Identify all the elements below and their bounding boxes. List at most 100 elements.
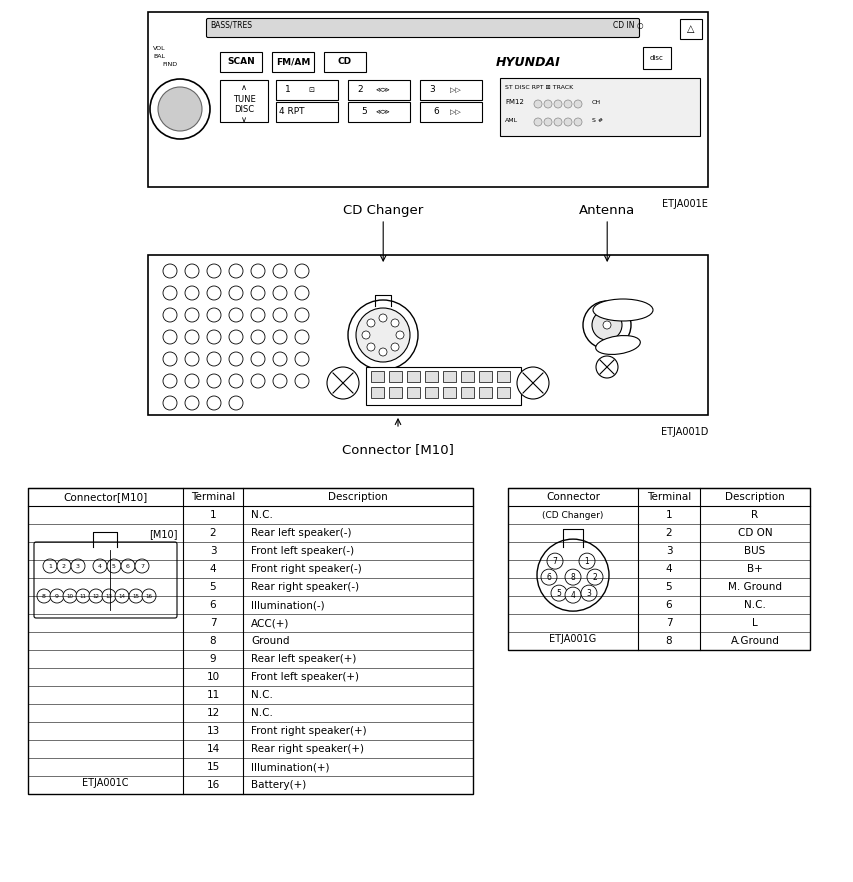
Circle shape [229, 286, 243, 300]
Text: 2: 2 [62, 564, 66, 569]
Circle shape [163, 308, 177, 322]
Text: ⊡: ⊡ [308, 87, 314, 93]
Circle shape [554, 100, 561, 108]
Text: 15: 15 [132, 594, 139, 599]
Bar [496, 387, 509, 398]
Text: BAL: BAL [153, 54, 165, 59]
Circle shape [43, 559, 57, 573]
Text: Connector: Connector [545, 492, 600, 502]
Bar [148, 255, 707, 415]
Text: A.Ground: A.Ground [729, 636, 779, 646]
Circle shape [294, 308, 309, 322]
Text: ETJA001C: ETJA001C [82, 778, 129, 788]
Bar [370, 371, 384, 382]
Bar [425, 387, 438, 398]
Bar [220, 80, 268, 122]
Bar [479, 387, 491, 398]
Text: 8: 8 [570, 572, 575, 581]
Text: BUS: BUS [744, 546, 765, 556]
Circle shape [391, 319, 398, 327]
Text: 6: 6 [546, 572, 551, 581]
Text: Illumination(+): Illumination(+) [251, 762, 329, 772]
Text: Rear right speaker(-): Rear right speaker(-) [251, 582, 359, 592]
Circle shape [273, 308, 287, 322]
Circle shape [185, 286, 199, 300]
Circle shape [537, 539, 608, 611]
Text: HYUNDAI: HYUNDAI [495, 56, 560, 69]
Bar [389, 371, 402, 382]
Circle shape [185, 308, 199, 322]
Bar [276, 102, 338, 122]
Circle shape [163, 352, 177, 366]
Circle shape [206, 308, 221, 322]
Text: FM/AM: FM/AM [276, 57, 310, 66]
Circle shape [578, 553, 595, 569]
Text: 2: 2 [664, 528, 671, 538]
Text: 8: 8 [210, 636, 216, 646]
Circle shape [533, 100, 542, 108]
Circle shape [327, 367, 358, 399]
Circle shape [129, 589, 142, 603]
Text: 5: 5 [210, 582, 216, 592]
Text: Illumination(-): Illumination(-) [251, 600, 324, 610]
Circle shape [251, 264, 264, 278]
Circle shape [37, 589, 51, 603]
Text: 8: 8 [42, 594, 46, 599]
Text: Connector[M10]: Connector[M10] [63, 492, 148, 502]
Circle shape [251, 330, 264, 344]
Text: 12: 12 [206, 708, 219, 718]
Text: Connector [M10]: Connector [M10] [342, 443, 454, 456]
Circle shape [294, 330, 309, 344]
Text: 11: 11 [206, 690, 219, 700]
Bar [28, 488, 473, 794]
Text: CD Changer: CD Changer [343, 204, 423, 217]
Text: 8: 8 [664, 636, 671, 646]
Text: 1: 1 [210, 510, 216, 520]
Circle shape [71, 559, 85, 573]
FancyBboxPatch shape [34, 542, 177, 618]
Bar [443, 387, 456, 398]
Circle shape [76, 589, 90, 603]
Text: L: L [751, 618, 757, 628]
Text: 4: 4 [570, 591, 575, 600]
Circle shape [273, 264, 287, 278]
Bar [347, 80, 409, 100]
Text: 1: 1 [584, 557, 589, 565]
Bar [272, 52, 314, 72]
Text: ACC(+): ACC(+) [251, 618, 289, 628]
Circle shape [379, 314, 386, 322]
Text: Front left speaker(+): Front left speaker(+) [251, 672, 358, 682]
Circle shape [185, 374, 199, 388]
Text: 16: 16 [206, 780, 219, 790]
Bar [420, 102, 481, 122]
Circle shape [185, 264, 199, 278]
Text: BASS/TRES: BASS/TRES [210, 20, 252, 29]
Circle shape [57, 559, 71, 573]
Text: 15: 15 [206, 762, 219, 772]
Bar [420, 80, 481, 100]
Circle shape [115, 589, 129, 603]
Text: 6: 6 [432, 108, 438, 116]
Text: ST DISC RPT ⊞ TRACK: ST DISC RPT ⊞ TRACK [504, 85, 572, 90]
Circle shape [273, 352, 287, 366]
Text: 7: 7 [552, 557, 557, 565]
Circle shape [367, 319, 374, 327]
Circle shape [595, 356, 618, 378]
Text: ETJA001E: ETJA001E [661, 199, 707, 209]
Text: B+: B+ [746, 564, 762, 574]
Text: Front right speaker(-): Front right speaker(-) [251, 564, 362, 574]
Circle shape [294, 286, 309, 300]
Circle shape [396, 331, 403, 339]
Text: 5: 5 [112, 564, 116, 569]
Bar [499, 78, 699, 136]
Text: 3: 3 [664, 546, 671, 556]
Text: 6: 6 [664, 600, 671, 610]
Circle shape [356, 308, 409, 362]
Text: CD: CD [338, 57, 351, 66]
Bar [347, 102, 409, 122]
Text: Terminal: Terminal [191, 492, 235, 502]
Text: 4 RPT: 4 RPT [279, 108, 305, 116]
Text: ETJA001G: ETJA001G [548, 634, 596, 644]
Text: Description: Description [724, 492, 784, 502]
Text: ▷▷: ▷▷ [449, 87, 460, 93]
